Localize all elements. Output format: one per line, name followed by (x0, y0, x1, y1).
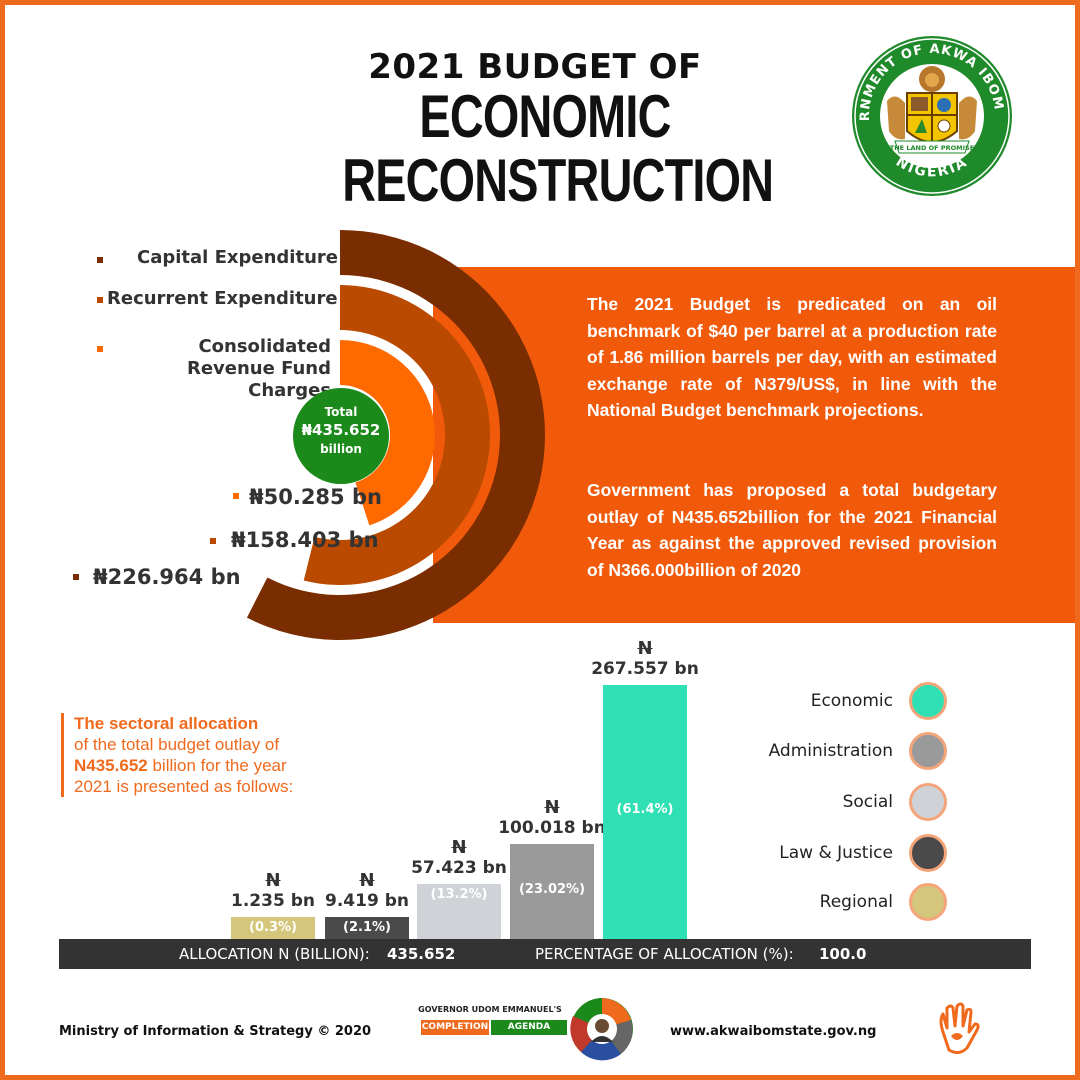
panel-paragraph-1: The 2021 Budget is predicated on an oil … (587, 294, 997, 420)
legend-swatch-administration (909, 732, 947, 770)
sector-amount: N435.652 (74, 756, 148, 775)
legend-bullet-recurrent (97, 297, 103, 303)
allocation-footer-bar: ALLOCATION N (BILLION): 435.652 PERCENTA… (59, 939, 1031, 969)
pct-value: 100.0 (819, 945, 867, 963)
bar-percent-regional: (0.3%) (249, 920, 297, 935)
bar-law-justice (325, 917, 409, 939)
bar-administration (510, 844, 594, 939)
bar-value-law-justice: 9.419 bn (325, 891, 409, 911)
title-line-1: 2021 BUDGET OF (368, 47, 702, 87)
bar-currency-administration: N (544, 797, 560, 818)
legend-bullet-capital (97, 257, 103, 263)
legend-label-law-justice: Law & Justice (779, 843, 893, 863)
legend-label-regional: Regional (819, 892, 893, 912)
total-badge: Total ₦435.652 billion (293, 388, 389, 484)
legend-swatch-law-justice (909, 834, 947, 872)
footer-website: www.akwaibomstate.gov.ng (670, 1024, 877, 1039)
bar-label-law-justice: N 9.419 bn (305, 870, 429, 912)
completion-agenda-logo: GOVERNOR UDOM EMMANUEL'S COMPLETION AGEN… (415, 998, 645, 1062)
bar-percent-law-justice: (2.1%) (343, 920, 391, 935)
bar-label-economic: N 267.557 bn (583, 638, 707, 680)
total-label: Total (324, 405, 358, 419)
hand-logo-icon (939, 1002, 980, 1055)
legend-consolidated-revenue: Consolidated Revenue Fund Charges (186, 336, 331, 401)
bar-value-administration: 100.018 bn (498, 818, 606, 838)
panel-paragraph-2: Government has proposed a total budgetar… (587, 480, 997, 580)
sector-line-a: of the total budget outlay of (74, 735, 280, 754)
pct-label: PERCENTAGE OF ALLOCATION (%): (535, 945, 794, 963)
footer-copyright: Ministry of Information & Strategy © 202… (59, 1024, 372, 1039)
bar-label-administration: N 100.018 bn (490, 797, 614, 839)
agenda-line-2: COMPLETION (421, 1020, 489, 1035)
agenda-line-3: AGENDA (491, 1020, 567, 1035)
legend-label-administration: Administration (768, 741, 893, 761)
bar-currency-regional: N (265, 870, 281, 891)
expenditure-donut-chart (246, 230, 545, 640)
value-bullet-capital (73, 574, 79, 580)
sector-line-c: 2021 is presented as follows: (74, 777, 294, 796)
bar-currency-economic: N (637, 638, 653, 659)
seal-ribbon-text: THE LAND OF PROMISE (890, 144, 974, 152)
legend-swatch-regional (909, 883, 947, 921)
bar-label-regional: N 1.235 bn (211, 870, 335, 912)
title-line-2: ECONOMIC RECONSTRUCTION (342, 83, 774, 214)
legend-recurrent-expenditure: Recurrent Expenditure (107, 288, 338, 309)
total-unit: billion (320, 442, 362, 456)
value-bullet-recurrent (210, 538, 216, 544)
legend-capital-expenditure: Capital Expenditure (137, 247, 338, 268)
legend-label-economic: Economic (810, 691, 893, 711)
bar-percent-economic: (61.4%) (616, 802, 674, 817)
legend-swatch-economic (909, 682, 947, 720)
bar-value-economic: 267.557 bn (591, 659, 699, 679)
bar-percent-administration: (23.02%) (518, 881, 586, 897)
alloc-value: 435.652 (387, 945, 456, 963)
arc-recurrent-expenditure (303, 285, 490, 585)
value-bullet-consolidated (233, 493, 239, 499)
bar-economic (603, 685, 687, 939)
alloc-label: ALLOCATION N (BILLION): (179, 945, 370, 963)
legend-swatch-social (909, 783, 947, 821)
arc-capital-expenditure (246, 230, 545, 640)
bar-value-regional: 1.235 bn (231, 891, 315, 911)
bar-currency-social: N (451, 837, 467, 858)
agenda-line-1: GOVERNOR UDOM EMMANUEL'S (418, 1005, 562, 1014)
value-recurrent: ₦158.403 bn (231, 528, 379, 552)
bar-currency-law-justice: N (359, 870, 375, 891)
state-seal-logo: GOVERNMENT OF AKWA IBOM STATE NIGERIA TH… (847, 31, 1014, 198)
bar-value-social: 57.423 bn (411, 858, 507, 878)
agenda-wheel-icon (570, 998, 633, 1061)
legend-label-social: Social (842, 792, 893, 812)
sector-line-b: billion for the year (147, 756, 287, 775)
bar-percent-social: (13.2%) (430, 887, 488, 902)
bar-regional (231, 917, 315, 939)
sector-heading: The sectoral allocation (74, 714, 259, 733)
bar-label-social: N 57.423 bn (397, 837, 521, 879)
value-capital: ₦226.964 bn (93, 565, 241, 589)
total-value: ₦435.652 (301, 421, 381, 439)
value-consolidated: ₦50.285 bn (249, 485, 382, 509)
legend-bullet-consolidated (97, 346, 103, 352)
bar-social (417, 884, 501, 939)
arc-consolidated-revenue (340, 340, 435, 526)
sector-description: The sectoral allocation of the total bud… (61, 713, 364, 797)
